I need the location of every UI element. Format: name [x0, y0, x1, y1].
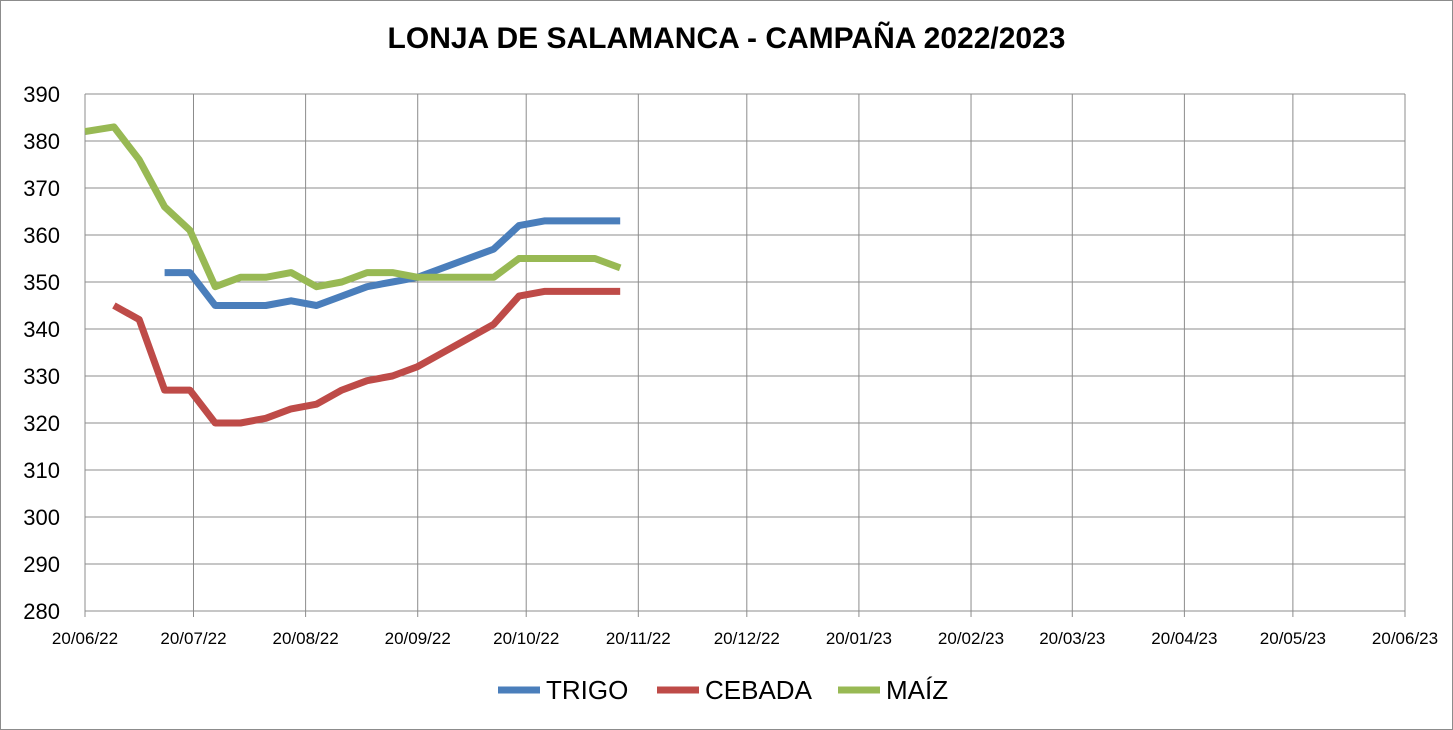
y-tick-label: 280 — [23, 599, 60, 624]
x-tick-label: 20/03/23 — [1039, 629, 1105, 648]
series-lines — [84, 123, 622, 427]
y-tick-label: 320 — [23, 411, 60, 436]
y-tick-label: 360 — [23, 223, 60, 248]
legend-label: TRIGO — [546, 675, 628, 705]
y-tick-label: 290 — [23, 552, 60, 577]
x-tick-label: 20/05/23 — [1260, 629, 1326, 648]
x-tick-label: 20/02/23 — [938, 629, 1004, 648]
chart-title: LONJA DE SALAMANCA - CAMPAÑA 2022/2023 — [387, 22, 1066, 55]
x-tick-label: 20/07/22 — [160, 629, 226, 648]
legend-label: MAÍZ — [886, 675, 948, 705]
axes — [84, 94, 1406, 617]
y-tick-label: 380 — [23, 129, 60, 154]
x-tick-label: 20/04/23 — [1151, 629, 1217, 648]
series-line-maíz — [84, 123, 622, 291]
legend: TRIGO CEBADA MAÍZ — [498, 675, 948, 705]
y-tick-label: 370 — [23, 176, 60, 201]
x-tick-label: 20/09/22 — [385, 629, 451, 648]
y-tick-labels: 280 290 300 310 320 330 340 350 360 370 380 390 — [23, 82, 60, 624]
y-tick-label: 340 — [23, 317, 60, 342]
x-tick-label: 20/08/22 — [273, 629, 339, 648]
y-tick-label: 330 — [23, 364, 60, 389]
legend-label: CEBADA — [705, 675, 813, 705]
y-tick-label: 350 — [23, 270, 60, 295]
x-tick-label: 20/11/22 — [606, 629, 671, 648]
x-tick-label: 20/01/23 — [826, 629, 892, 648]
series-line-trigo — [164, 217, 621, 309]
x-tick-label: 20/12/22 — [714, 629, 780, 648]
series-line-cebada — [112, 287, 621, 427]
grid-lines — [85, 93, 1406, 611]
x-tick-label: 20/10/22 — [493, 629, 559, 648]
x-tick-label: 20/06/23 — [1372, 629, 1438, 648]
y-tick-label: 390 — [23, 82, 60, 107]
x-tick-labels: 20/06/22 20/07/22 20/08/22 20/09/22 20/10/22… — [52, 629, 1438, 648]
y-tick-label: 300 — [23, 505, 60, 530]
y-tick-label: 310 — [23, 458, 60, 483]
x-tick-label: 20/06/22 — [52, 629, 118, 648]
